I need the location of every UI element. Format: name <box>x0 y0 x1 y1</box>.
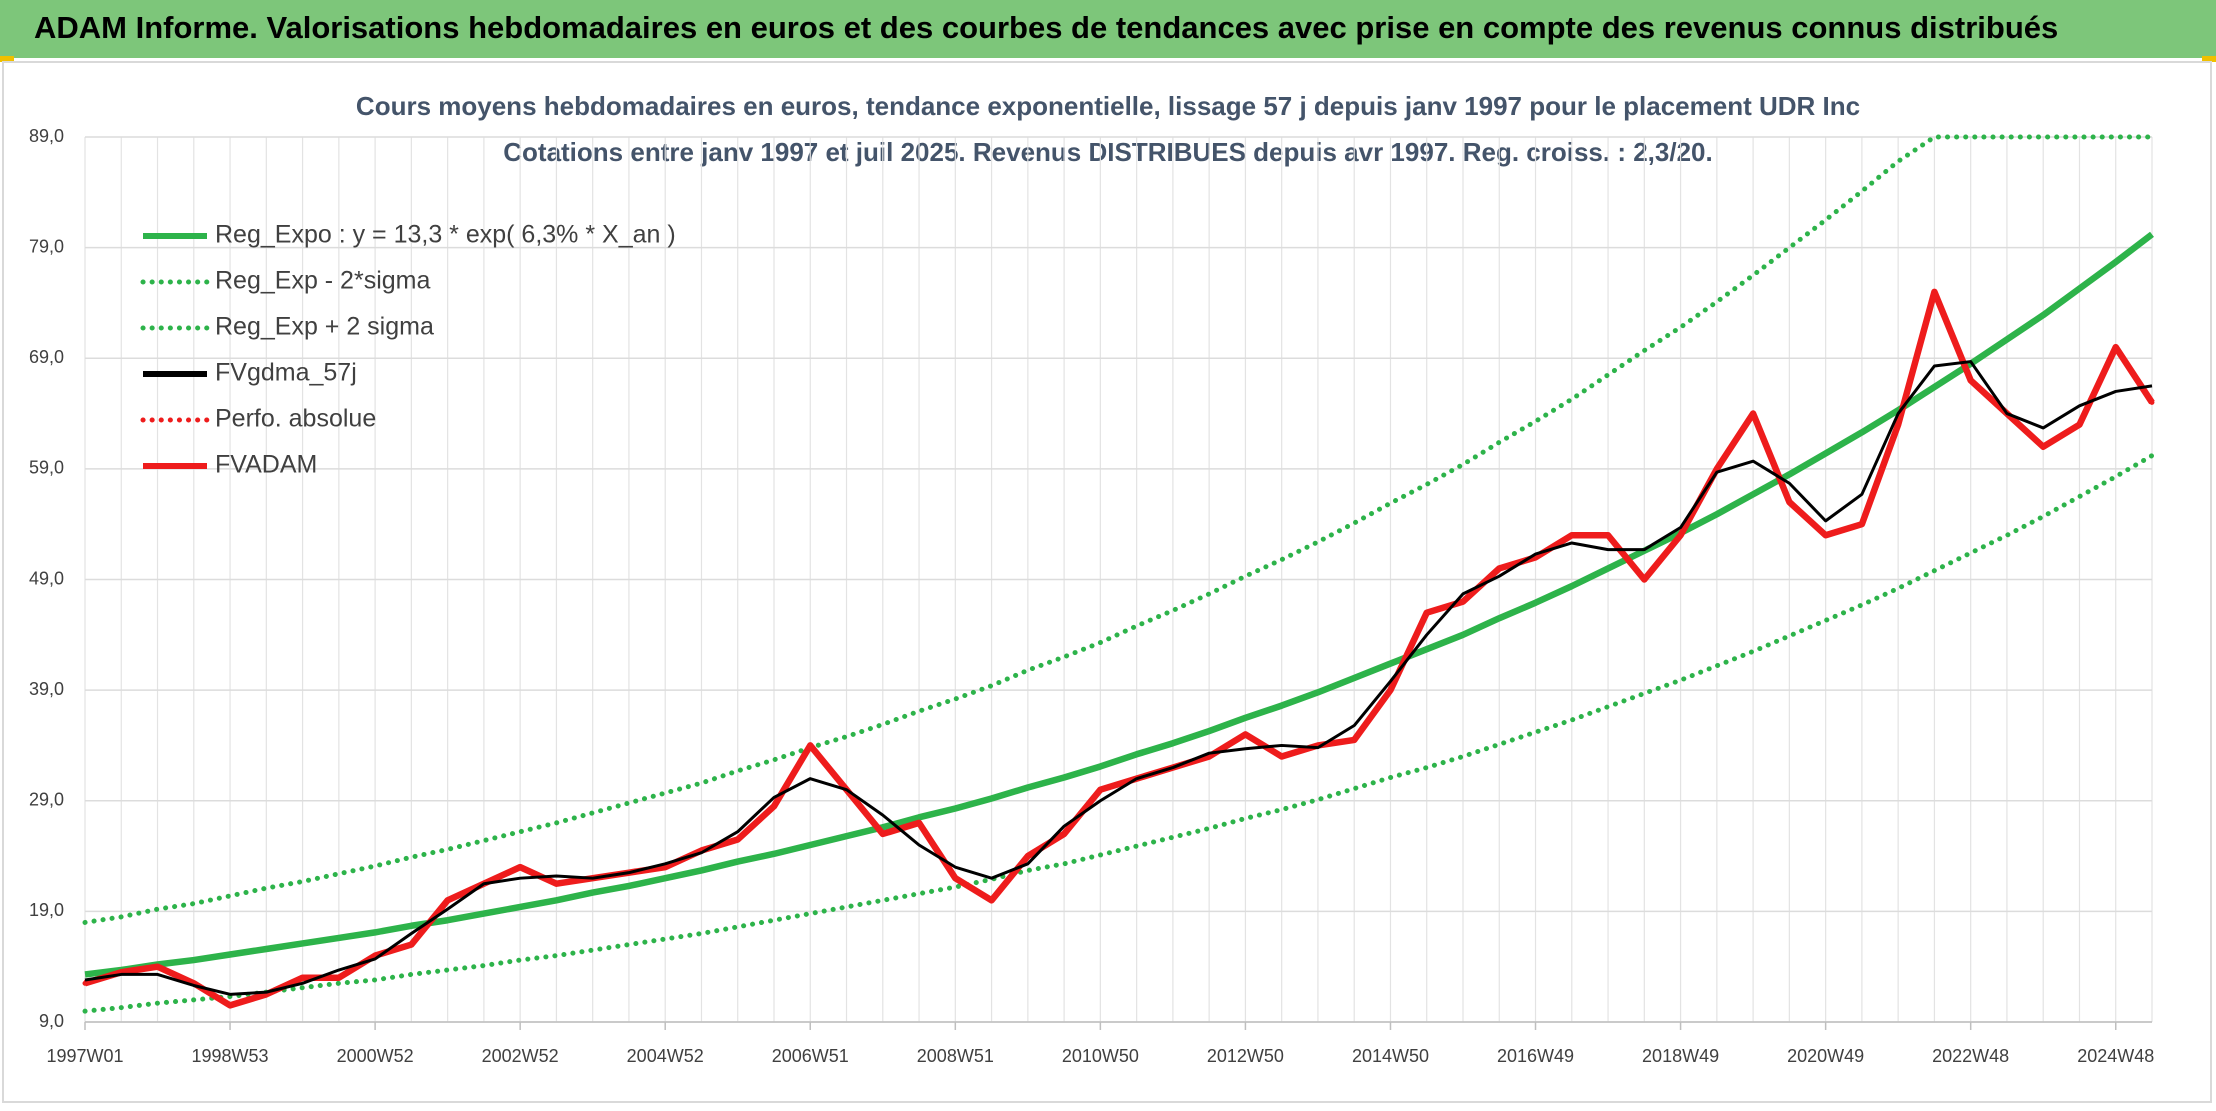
x-tick-label: 2016W49 <box>1497 1046 1574 1066</box>
x-tick-label: 2000W52 <box>337 1046 414 1066</box>
x-tick-label: 2022W48 <box>1932 1046 2009 1066</box>
corner-mark <box>2202 56 2216 62</box>
x-tick-label: 1997W01 <box>46 1046 123 1066</box>
legend-label: Reg_Exp - 2*sigma <box>215 267 430 295</box>
x-tick-label: 2018W49 <box>1642 1046 1719 1066</box>
y-tick-label: 59,0 <box>29 458 64 478</box>
y-tick-label: 89,0 <box>29 126 64 146</box>
header-title: ADAM Informe. Valorisations hebdomadaire… <box>34 10 2058 45</box>
corner-mark <box>0 56 14 62</box>
y-tick-label: 39,0 <box>29 679 64 699</box>
y-tick-label: 69,0 <box>29 347 64 367</box>
x-tick-label: 2010W50 <box>1062 1046 1139 1066</box>
series-line <box>82 453 2155 1014</box>
chart-subtitle: Cotations entre janv 1997 et juil 2025. … <box>503 137 1712 167</box>
y-tick-label: 29,0 <box>29 790 64 810</box>
legend-label: Reg_Expo : y = 13,3 * exp( 6,3% * X_an ) <box>215 221 676 249</box>
legend-label: Reg_Exp + 2 sigma <box>215 313 434 341</box>
x-tick-label: 2012W50 <box>1207 1046 1284 1066</box>
x-tick-label: 2014W50 <box>1352 1046 1429 1066</box>
series-line <box>84 360 2153 996</box>
x-tick-label: 2006W51 <box>772 1046 849 1066</box>
y-tick-label: 19,0 <box>29 900 64 920</box>
x-tick-label: 2002W52 <box>482 1046 559 1066</box>
y-tick-label: 79,0 <box>29 236 64 256</box>
y-tick-label: 9,0 <box>39 1011 64 1031</box>
header-band <box>0 0 2216 58</box>
x-tick-label: 2020W49 <box>1787 1046 1864 1066</box>
x-tick-label: 1998W53 <box>192 1046 269 1066</box>
legend-label: FVADAM <box>215 451 317 479</box>
x-tick-label: 2004W52 <box>627 1046 704 1066</box>
y-tick-label: 49,0 <box>29 568 64 588</box>
chart-title: Cours moyens hebdomadaires en euros, ten… <box>356 91 1860 121</box>
x-tick-label: 2024W48 <box>2077 1046 2154 1066</box>
series-line <box>82 134 2155 925</box>
x-tick-label: 2008W51 <box>917 1046 994 1066</box>
legend-label: FVgdma_57j <box>215 359 357 387</box>
chart-frame <box>2 61 2212 1103</box>
legend-label: Perfo. absolue <box>215 405 376 433</box>
